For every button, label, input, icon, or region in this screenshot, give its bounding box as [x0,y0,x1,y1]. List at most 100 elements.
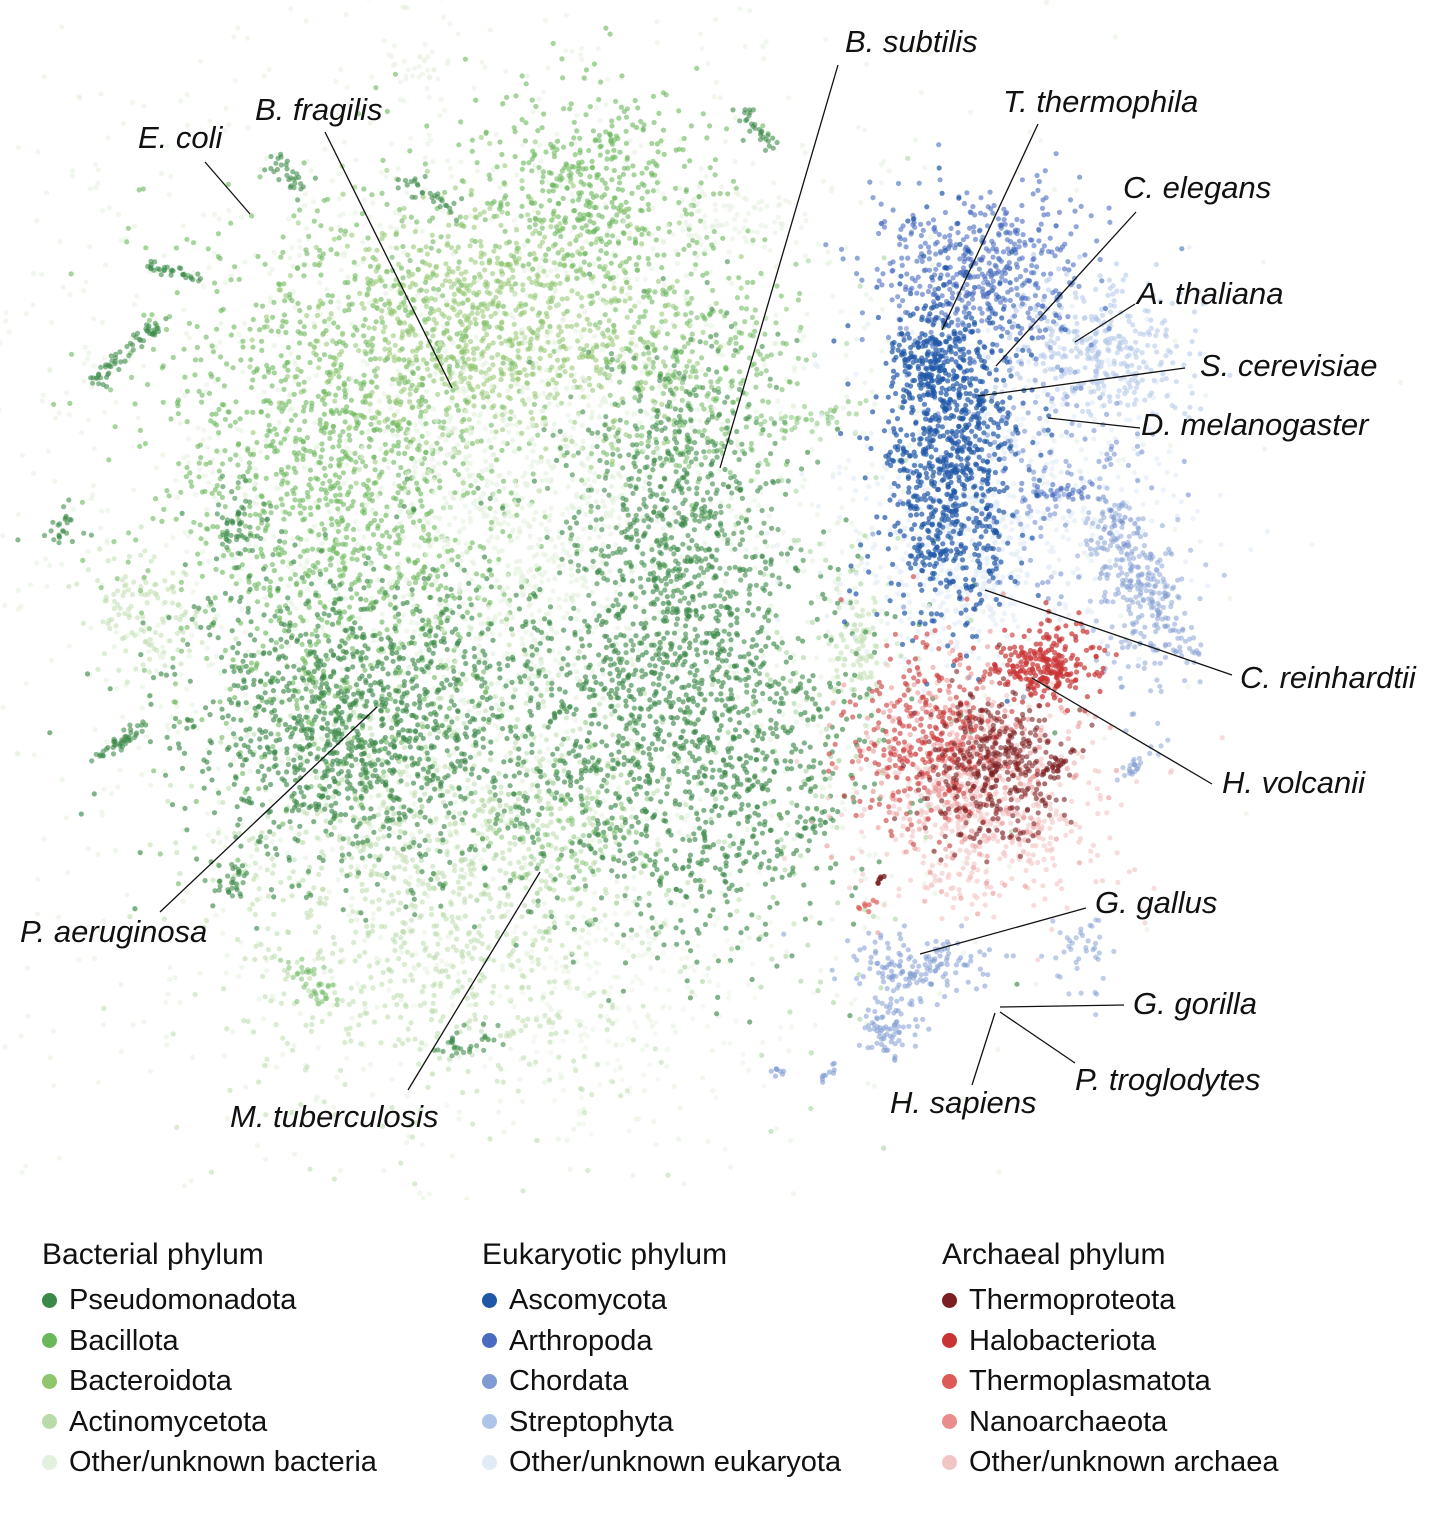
other-bacteria-point [796,703,802,709]
actinomycetota-point [652,1046,658,1052]
other-bacteria-point [131,301,138,308]
bacillota-point [384,529,390,536]
other-bacteria-point [627,763,634,769]
actinomycetota-point [276,946,282,952]
other-bacteria-point [390,432,396,438]
bacillota-point [342,419,348,425]
actinomycetota-point [420,881,426,887]
actinomycetota-point [254,897,260,903]
other-bacteria-point [653,1142,659,1148]
actinomycetota-point [392,947,398,954]
bacillota-point [300,656,306,662]
other-bacteria-point [538,732,544,739]
other-bacteria-point [556,596,562,602]
other-bacteria-point [626,910,632,916]
other-bacteria-point [67,291,73,297]
other-bacteria-point [334,112,341,118]
bacillota-point [337,492,343,498]
other-bacteria-point [699,45,705,51]
bacillota-point [318,272,324,278]
actinomycetota-point [396,907,402,913]
actinomycetota-point [520,1018,526,1024]
other-bacteria-point [567,985,573,991]
other-bacteria-point [630,662,637,669]
other-bacteria-point [301,754,308,760]
bacillota-point [199,717,205,723]
bacillota-point [209,411,215,417]
bacillota-point [384,504,390,510]
other-bacteria-point [98,525,104,531]
other-bacteria-point [418,312,424,318]
other-bacteria-point [296,542,302,548]
actinomycetota-point [444,788,450,795]
actinomycetota-point [384,957,390,963]
actinomycetota-point [481,974,487,980]
other-bacteria-point [599,347,605,353]
other-bacteria-point [514,172,520,178]
other-bacteria-point [643,566,649,573]
bacillota-point [437,485,443,491]
actinomycetota-point [339,998,345,1004]
other-bacteria-point [411,542,417,548]
other-bacteria-point [87,244,93,250]
other-bacteria-point [713,79,719,85]
other-bacteria-point [449,1153,455,1159]
actinomycetota-point [834,673,841,680]
actinomycetota-point [319,1018,325,1024]
actinomycetota-point [535,961,542,967]
bacillota-point [395,532,401,538]
other-bacteria-point [201,283,207,289]
bacillota-point [410,369,416,375]
bacillota-point [464,609,470,616]
other-bacteria-point [530,959,536,965]
bacillota-point [415,365,421,371]
other-bacteria-point [1309,542,1315,548]
actinomycetota-point [482,1014,489,1020]
bacillota-point [227,423,233,429]
other-bacteria-point [113,399,119,405]
other-bacteria-point [599,559,605,565]
actinomycetota-point [398,852,404,858]
other-bacteria-point [390,830,396,836]
other-bacteria-point [768,943,774,949]
other-bacteria-point [654,40,661,46]
actinomycetota-point [404,949,411,955]
actinomycetota-point [274,931,280,937]
actinomycetota-point [486,798,492,804]
actinomycetota-point [300,839,306,846]
other-bacteria-point [44,583,50,590]
other-bacteria-point [280,1051,286,1058]
other-bacteria-point [440,14,447,20]
other-bacteria-point [186,653,192,659]
other-bacteria-point [879,306,885,312]
other-bacteria-point [443,437,449,443]
other-bacteria-point [538,158,544,164]
actinomycetota-point [589,1092,595,1098]
bacillota-point [361,333,367,339]
actinomycetota-point [402,978,408,984]
other-bacteria-point [23,310,30,317]
other-bacteria-point [886,168,892,174]
actinomycetota-point [474,1088,480,1094]
bacillota-point [403,436,409,443]
bacillota-point [276,722,282,728]
other-bacteria-point [479,785,485,791]
other-bacteria-point [343,12,349,18]
other-bacteria-point [193,491,199,497]
bacillota-point [337,433,343,439]
other-bacteria-point [348,903,354,909]
other-bacteria-point [248,853,255,859]
actinomycetota-point [576,649,582,655]
actinomycetota-point [286,875,293,881]
actinomycetota-point [356,1022,362,1028]
bacillota-point [387,534,393,540]
other-bacteria-point [199,549,206,555]
other-bacteria-point [206,558,212,565]
other-bacteria-point [548,268,554,274]
bacillota-point [161,506,167,512]
other-bacteria-point [489,631,495,637]
bacillota-point [204,511,210,518]
bacillota-point [318,454,324,460]
other-bacteria-point [508,1046,514,1052]
bacillota-point [336,521,342,528]
